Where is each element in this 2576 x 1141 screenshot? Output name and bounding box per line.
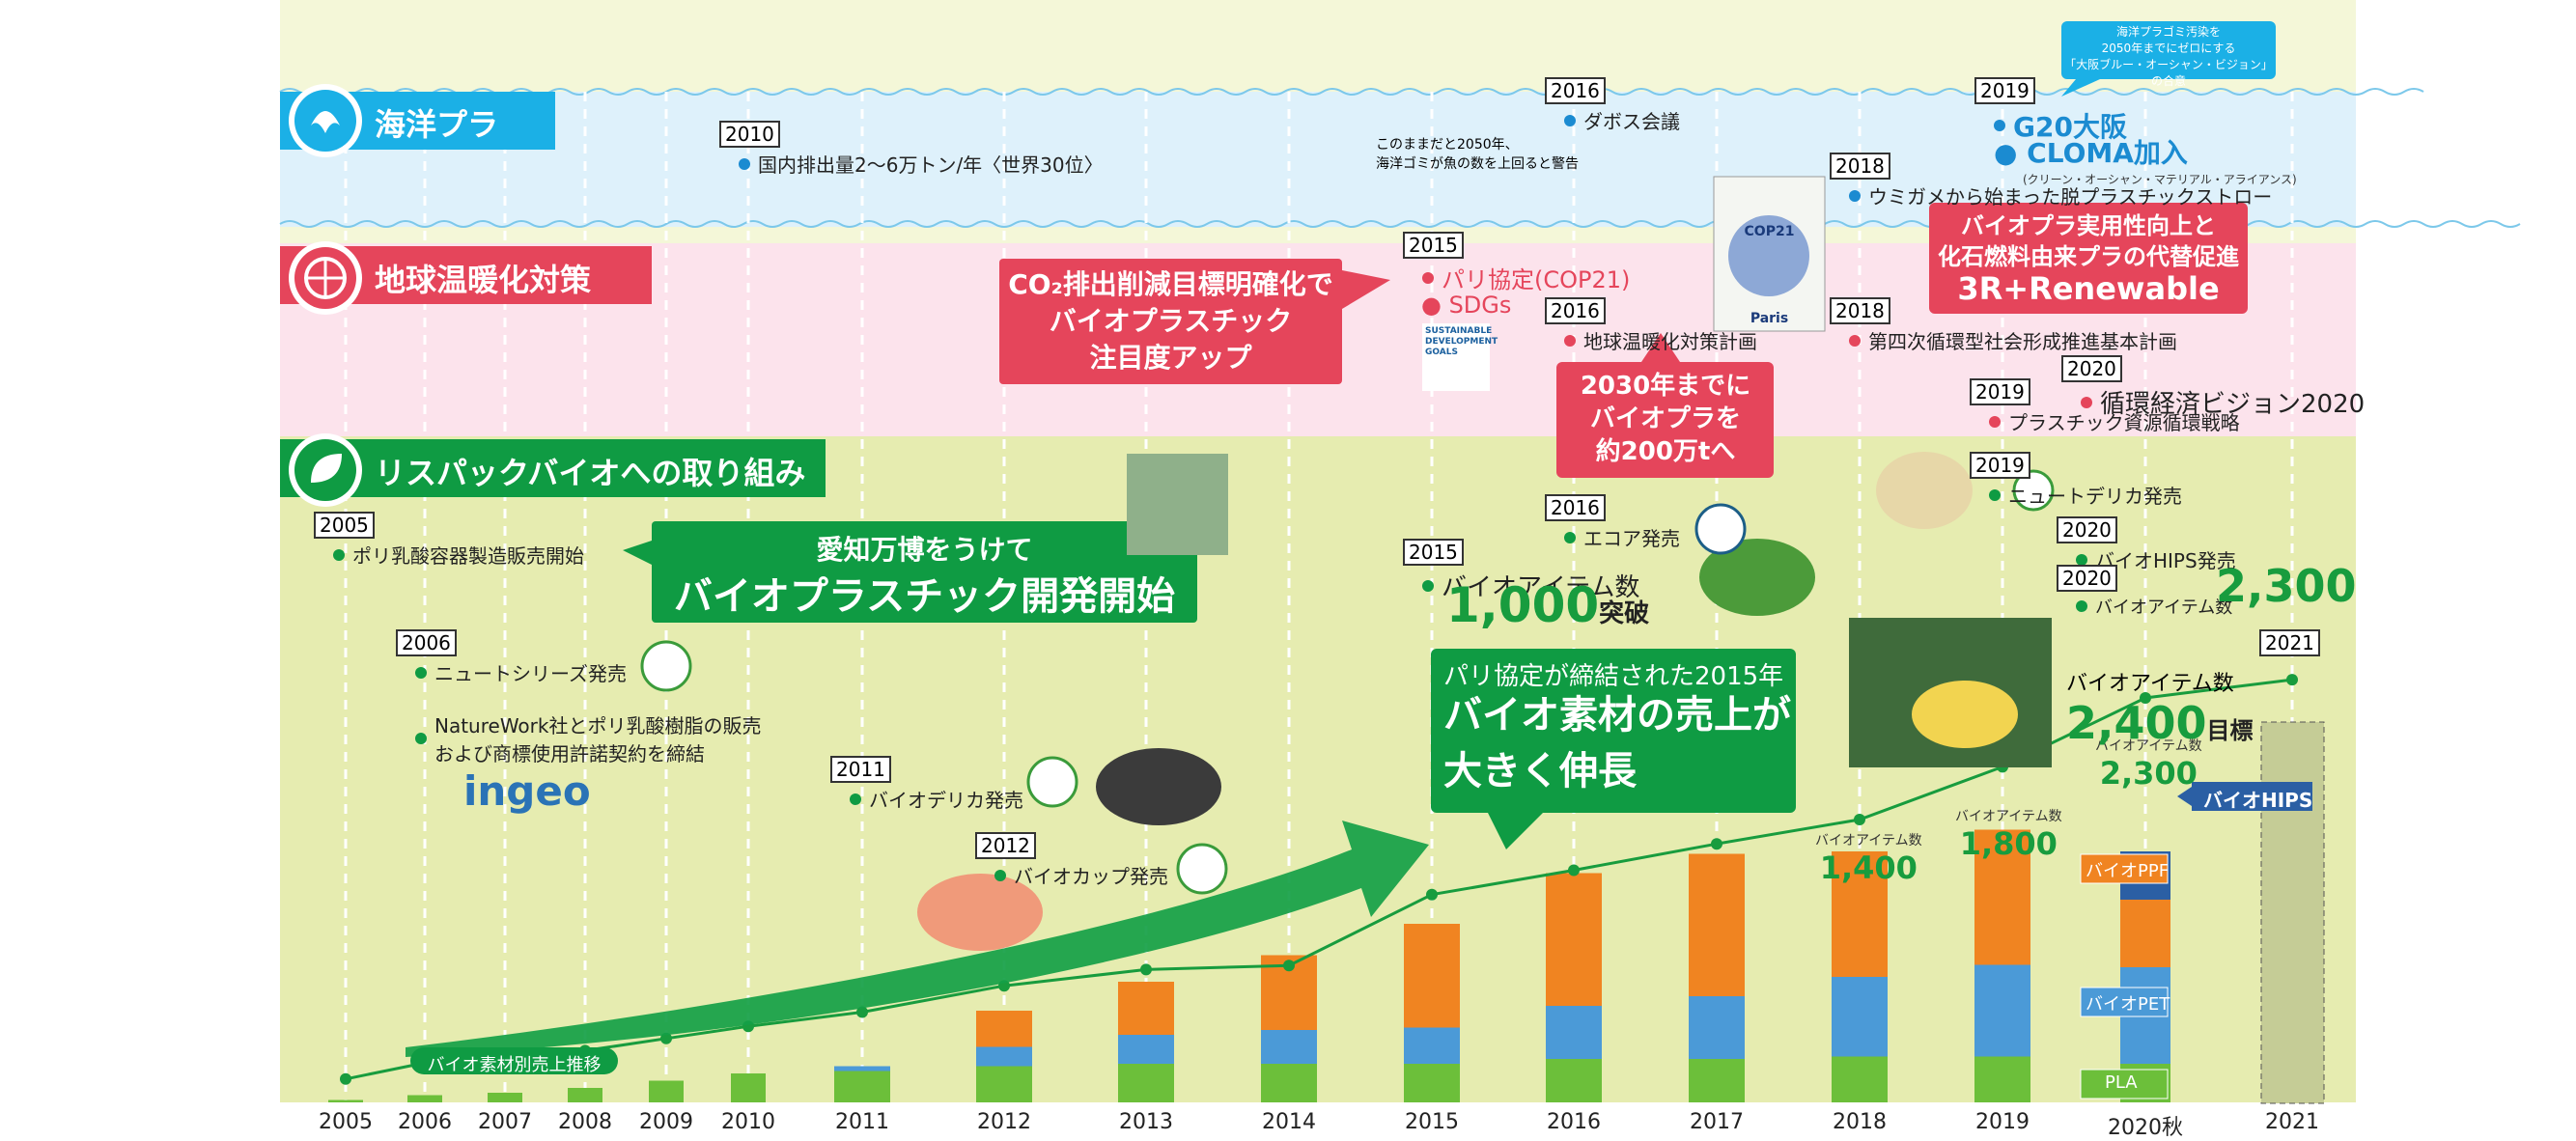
bar-2018-バイオPPF (1832, 851, 1888, 977)
bar-2020秋-バイオPPF (2120, 900, 2170, 967)
bar-2010-PLA (731, 1073, 766, 1102)
legend (2080, 782, 2312, 1099)
bar-2014-PLA (1261, 1064, 1317, 1102)
deli-container-photo (1876, 452, 1973, 529)
bar-2012-バイオPET (976, 1046, 1032, 1067)
bar-2007-PLA (488, 1093, 522, 1102)
bar-2013-バイオPET (1118, 1035, 1174, 1064)
expo-callout (652, 521, 1197, 623)
section-warming (280, 241, 652, 315)
biomark-icon-2012 (1176, 843, 1228, 895)
co2-callout-pointer (1342, 270, 1390, 309)
fruit-tray-photo (1912, 681, 2018, 748)
bar-2015-バイオPPF (1404, 924, 1460, 1028)
bar-2016-バイオPPF (1546, 873, 1602, 1006)
paris-callout (1431, 649, 1796, 813)
biomark-icon-2006 (640, 640, 692, 692)
item-count-point-2017 (1711, 838, 1722, 850)
bar-2015-PLA (1404, 1064, 1460, 1102)
bar-2018-バイオPET (1832, 977, 1888, 1057)
renewable-callout (1929, 203, 2248, 314)
bar-2017-バイオPPF (1689, 853, 1745, 996)
rispack-band (280, 436, 2356, 1102)
bar-2006-PLA (407, 1095, 442, 1102)
bar-2016-バイオPET (1546, 1006, 1602, 1059)
bar-2012-バイオPPF (976, 1011, 1032, 1047)
bar-2019-バイオPPF (1974, 829, 2030, 965)
item-count-point-2018 (1854, 814, 1865, 825)
osaka-vision-note (2061, 21, 2276, 79)
bar-2009-PLA (649, 1080, 684, 1102)
bar-2011-PLA (834, 1071, 890, 1102)
section-rispack (280, 433, 826, 507)
fruit-cup-photo (917, 874, 1043, 951)
section-ocean (280, 84, 555, 157)
item-count-point-2021 (2286, 674, 2298, 686)
item-count-point-2011 (856, 1006, 868, 1018)
biomark-icon-2011 (1026, 756, 1078, 808)
item-count-point-2020秋 (2140, 692, 2151, 704)
target-2021-box (2260, 721, 2325, 1104)
bioplan-callout (1556, 362, 1774, 478)
bar-2014-バイオPET (1261, 1030, 1317, 1064)
bar-2011-バイオPET (834, 1066, 890, 1071)
sales-label-pill (410, 1047, 618, 1074)
bar-2017-PLA (1689, 1059, 1745, 1102)
sdgs-logo (1422, 323, 1490, 391)
item-count-point-2013 (1140, 963, 1152, 976)
item-count-point-2015 (1426, 888, 1438, 901)
bar-2017-バイオPET (1689, 996, 1745, 1059)
ecomark-icon-2016 (1694, 503, 1747, 555)
salad-photo (1699, 539, 1815, 616)
item-count-point-2016 (1568, 864, 1580, 877)
item-count-point-2005 (340, 1072, 351, 1085)
item-count-point-2014 (1283, 960, 1295, 972)
bar-2008-PLA (568, 1088, 602, 1102)
expo-photo (1127, 454, 1228, 555)
bar-2019-PLA (1974, 1056, 2030, 1102)
bar-2013-PLA (1118, 1064, 1174, 1102)
bar-2016-PLA (1546, 1059, 1602, 1102)
bar-2019-バイオPET (1974, 964, 2030, 1057)
item-count-point-2009 (660, 1032, 672, 1044)
biomark-icon-2019 (2012, 469, 2055, 512)
co2-callout (999, 259, 1342, 384)
bar-2013-バイオPPF (1118, 982, 1174, 1035)
bar-2005-PLA (328, 1099, 363, 1102)
bar-2012-PLA (976, 1066, 1032, 1102)
bar-2018-PLA (1832, 1056, 1888, 1102)
bar-2015-バイオPET (1404, 1027, 1460, 1064)
sushi-tray-photo (1096, 748, 1221, 825)
